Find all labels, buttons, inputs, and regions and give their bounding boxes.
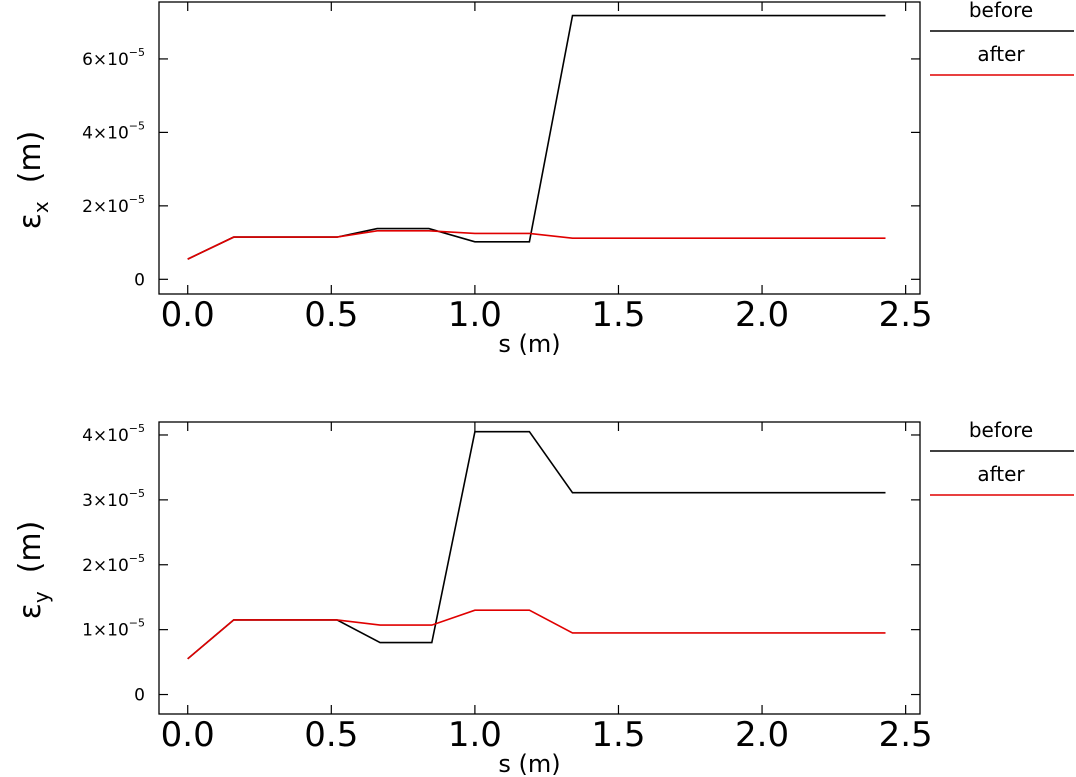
y-axis-label: εy (m)	[13, 521, 53, 620]
y-axis-unit: (m)	[13, 131, 48, 184]
x-tick-label: 2.5	[879, 295, 933, 335]
x-axis-label: s (m)	[498, 330, 560, 358]
y-tick-mantissa: 2×10	[82, 197, 129, 217]
series-line-after	[187, 230, 886, 260]
x-tick-label: 0.0	[161, 715, 215, 755]
x-axis-label: s (m)	[498, 750, 560, 777]
y-tick-label: 0	[134, 686, 145, 706]
x-tick-label: 0.0	[161, 295, 215, 335]
y-tick-label: 1×10−5	[82, 617, 145, 641]
y-axis-unit: (m)	[13, 521, 48, 574]
y-tick-label: 6×10−5	[82, 46, 145, 70]
x-tick-label: 1.5	[591, 715, 645, 755]
legend-label-after: after	[977, 462, 1025, 486]
y-tick-exponent: −5	[129, 119, 145, 132]
y-tick-label: 0	[134, 270, 145, 290]
bottom-panel: 0.0 0.5 1.0 1.5 2.0 2.501×10−52×10−53×10−54×1…	[13, 418, 1074, 777]
x-tick-label: 0.5	[304, 295, 358, 335]
y-tick-exponent: −5	[129, 46, 145, 59]
plot-frame	[158, 1, 921, 295]
series-line-before	[187, 430, 886, 660]
legend-label-after: after	[977, 42, 1025, 66]
y-tick-mantissa: 6×10	[82, 50, 129, 70]
y-tick-mantissa: 3×10	[82, 491, 129, 511]
y-axis-symbol: ε	[13, 603, 48, 619]
legend: before after	[930, 418, 1074, 496]
top-panel: 0.0 0.5 1.0 1.5 2.0 2.502×10−54×10−56×10−5s (…	[13, 0, 1074, 358]
y-axis-symbol: ε	[13, 213, 48, 229]
series-line-after	[187, 609, 886, 660]
y-tick-mantissa: 2×10	[82, 556, 129, 576]
y-axis-subscript: x	[29, 201, 53, 213]
legend-label-before: before	[969, 418, 1033, 442]
y-tick-label: 4×10−5	[82, 422, 145, 446]
x-tick-label: 1.0	[448, 715, 502, 755]
x-tick-label: 1.0	[448, 295, 502, 335]
y-tick-mantissa: 0	[134, 686, 145, 706]
y-tick-mantissa: 1×10	[82, 621, 129, 641]
x-tick-label: 2.5	[879, 715, 933, 755]
y-tick-mantissa: 4×10	[82, 123, 129, 143]
y-tick-exponent: −5	[129, 617, 145, 630]
y-tick-exponent: −5	[129, 193, 145, 206]
y-tick-label: 2×10−5	[82, 193, 145, 217]
y-axis-subscript: y	[29, 591, 53, 603]
x-tick-label: 2.0	[735, 295, 789, 335]
y-axis-label: εx (m)	[13, 131, 53, 230]
y-tick-label: 2×10−5	[82, 552, 145, 576]
y-tick-label: 4×10−5	[82, 119, 145, 143]
x-tick-label: 2.0	[735, 715, 789, 755]
series-line-before	[187, 14, 886, 260]
plot-frame	[158, 421, 921, 715]
y-tick-exponent: −5	[129, 422, 145, 435]
y-tick-exponent: −5	[129, 552, 145, 565]
x-tick-label: 0.5	[304, 715, 358, 755]
y-tick-exponent: −5	[129, 487, 145, 500]
x-tick-label: 1.5	[591, 295, 645, 335]
y-tick-label: 3×10−5	[82, 487, 145, 511]
y-tick-mantissa: 4×10	[82, 426, 129, 446]
legend-label-before: before	[969, 0, 1033, 22]
legend: before after	[930, 0, 1074, 76]
y-tick-mantissa: 0	[134, 270, 145, 290]
